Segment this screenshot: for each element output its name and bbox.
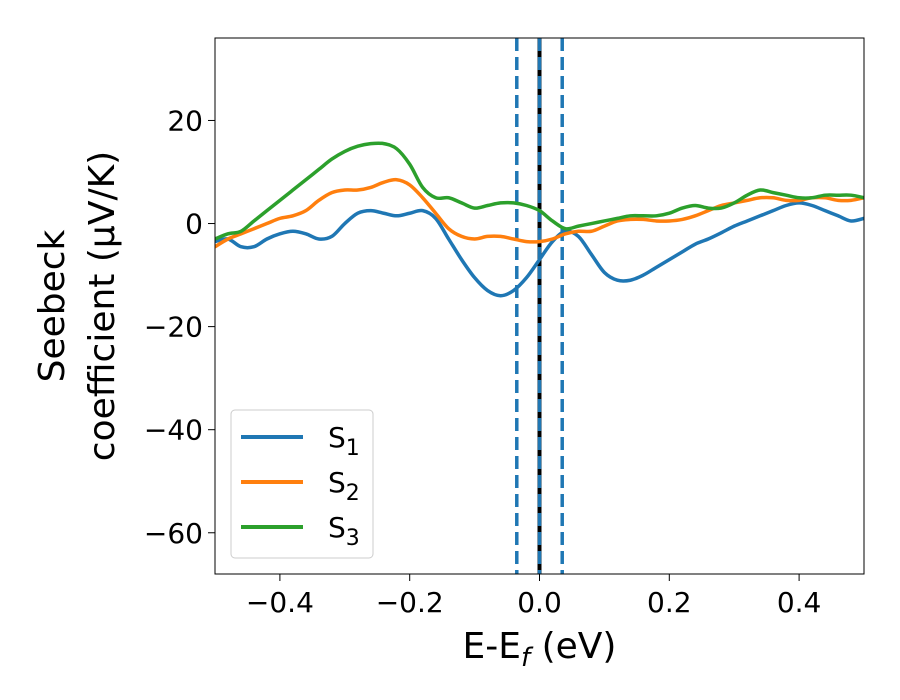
legend-label-name: S [328, 466, 346, 499]
vertical-reference-lines [515, 38, 564, 574]
y-tick-label: −20 [144, 311, 203, 344]
legend-label-name: S [328, 511, 346, 544]
y-axis-ticks: 20 0 −20 −40 −60 [144, 104, 215, 550]
legend-label-s2: S2 [328, 466, 360, 506]
legend-label-name: S [328, 421, 346, 454]
y-tick-label: −40 [144, 414, 203, 447]
series-line-s1 [215, 201, 864, 298]
x-tick-label: −0.4 [246, 586, 314, 619]
x-axis-title: E-Ef (eV) [463, 626, 617, 673]
legend-label-s3: S3 [328, 511, 360, 551]
series-group [215, 141, 864, 298]
legend-label-subscript: 2 [346, 481, 360, 506]
x-tick-label: 0.4 [777, 586, 822, 619]
x-tick-label: 0.0 [517, 586, 562, 619]
y-tick-label: 0 [185, 208, 203, 241]
x-axis-ticks: −0.4 −0.2 0.0 0.2 0.4 [246, 574, 821, 619]
x-tick-label: −0.2 [376, 586, 444, 619]
y-axis-title: Seebeck coefficient (μV/K) [32, 151, 123, 461]
y-tick-label: 20 [167, 104, 203, 137]
series-line-s2 [215, 177, 864, 249]
legend-label-s1: S1 [328, 421, 360, 461]
x-tick-label: 0.2 [647, 586, 692, 619]
series-line-s3 [215, 141, 864, 241]
y-axis-title-line1: Seebeck [32, 229, 73, 382]
legend-label-subscript: 1 [346, 436, 360, 461]
legend-label-subscript: 3 [346, 526, 360, 551]
y-axis-title-line2: coefficient (μV/K) [82, 151, 123, 461]
y-tick-label: −60 [144, 517, 203, 550]
